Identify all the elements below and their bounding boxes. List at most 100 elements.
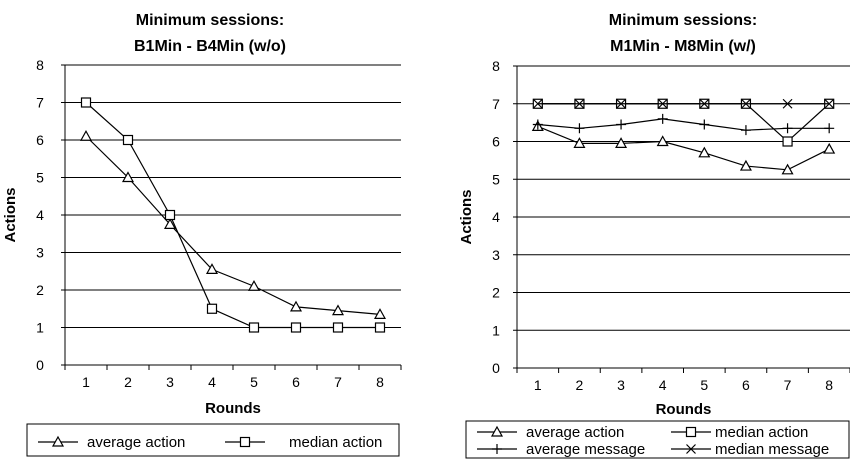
chart-b1min-b4min: Minimum sessions: B1Min - B4Min (w/o) 0 1 2 3… bbox=[2, 12, 402, 457]
x-tick-label: 4 bbox=[208, 374, 216, 390]
y-tick-label: 1 bbox=[492, 322, 500, 338]
data-point-median-action bbox=[80, 97, 92, 108]
x-tick-label: 6 bbox=[292, 374, 300, 390]
chart-m1min-m8min: Minimum sessions: M1Min - M8Min (w/) 0 1 2 3 4… bbox=[458, 12, 850, 459]
y-tick-label: 0 bbox=[36, 357, 44, 373]
data-point-median-message bbox=[657, 98, 668, 109]
data-point-median-action bbox=[164, 209, 176, 221]
y-tick-label: 4 bbox=[36, 207, 44, 223]
data-point-average-message bbox=[574, 123, 585, 134]
y-tick-label: 2 bbox=[492, 285, 500, 301]
data-point-median-action bbox=[248, 322, 260, 333]
data-point-median-action bbox=[782, 136, 793, 147]
legend: average action median action average messa… bbox=[465, 420, 850, 459]
data-point-median-message bbox=[741, 98, 751, 109]
data-point-average-action bbox=[698, 146, 711, 158]
x-tick-label: 3 bbox=[617, 377, 625, 393]
x-tick-label: 4 bbox=[659, 377, 667, 393]
legend-label-average-action: average action bbox=[87, 434, 185, 451]
legend-marker-average-message bbox=[492, 444, 502, 454]
series-median-action bbox=[80, 97, 386, 333]
x-tick-label: 1 bbox=[82, 374, 90, 390]
series-median-action bbox=[532, 98, 835, 147]
legend-label-median-message: median message bbox=[715, 441, 829, 458]
data-point-median-action bbox=[374, 322, 386, 333]
x-tick-label: 2 bbox=[576, 377, 584, 393]
y-tick-label: 3 bbox=[36, 245, 44, 261]
data-point-median-action bbox=[332, 322, 344, 333]
chart-title-line: B1Min - B4Min (w/o) bbox=[134, 38, 286, 55]
data-point-average-action bbox=[247, 280, 261, 291]
data-point-average-message bbox=[616, 119, 627, 130]
series-line-median-action bbox=[85, 102, 380, 329]
data-point-median-message bbox=[532, 98, 543, 109]
x-tick-label: 3 bbox=[166, 374, 174, 390]
data-point-average-action bbox=[781, 163, 794, 175]
legend-marker-median-action bbox=[685, 426, 697, 438]
y-tick-label: 0 bbox=[492, 360, 500, 376]
data-point-median-message bbox=[616, 98, 626, 109]
data-point-average-message bbox=[824, 123, 835, 134]
y-tick-label: 5 bbox=[36, 170, 44, 186]
series-line-average-action bbox=[85, 135, 381, 315]
y-tick-label: 7 bbox=[36, 95, 44, 111]
y-tick-label: 5 bbox=[492, 171, 500, 187]
data-point-average-action bbox=[121, 171, 135, 183]
data-point-median-message bbox=[782, 98, 793, 109]
y-axis-title: Actions bbox=[458, 189, 475, 244]
legend-marker-median-message bbox=[686, 444, 696, 454]
data-point-median-action bbox=[122, 134, 134, 146]
data-point-average-action bbox=[615, 137, 628, 148]
data-point-median-action bbox=[290, 322, 302, 333]
data-point-median-message bbox=[824, 98, 835, 109]
chart-title-line: M1Min - M8Min (w/) bbox=[610, 38, 756, 55]
chart-title-line: Minimum sessions: bbox=[609, 12, 757, 29]
legend-marker-average-action bbox=[490, 425, 504, 437]
series-average-action bbox=[531, 120, 836, 175]
legend-label-median-action: median action bbox=[715, 424, 808, 441]
data-point-average-action bbox=[289, 300, 303, 312]
x-tick-label: 1 bbox=[534, 377, 542, 393]
legend-marker-average-action bbox=[51, 435, 65, 447]
data-point-average-action bbox=[163, 218, 177, 229]
y-tick-label: 1 bbox=[36, 320, 44, 336]
data-point-average-message bbox=[740, 125, 751, 136]
data-point-average-action bbox=[331, 304, 345, 316]
data-point-average-action bbox=[205, 263, 219, 274]
data-point-median-action bbox=[206, 303, 218, 314]
legend-label-average-message: average message bbox=[526, 441, 645, 458]
series-median-message bbox=[532, 98, 835, 109]
series-line-average-action bbox=[537, 125, 830, 171]
legend-box bbox=[26, 423, 400, 457]
data-point-average-action bbox=[739, 159, 752, 171]
data-point-average-action bbox=[373, 308, 387, 319]
data-point-average-action bbox=[656, 135, 669, 147]
y-tick-label: 6 bbox=[492, 134, 500, 150]
x-tick-label: 2 bbox=[124, 374, 132, 390]
data-point-average-message bbox=[782, 123, 793, 134]
y-tick-label: 7 bbox=[492, 96, 500, 112]
x-tick-label: 5 bbox=[700, 377, 708, 393]
chart-title-line: Minimum sessions: bbox=[136, 12, 284, 29]
y-tick-label: 8 bbox=[492, 58, 500, 74]
legend-box bbox=[465, 420, 850, 459]
legend-label-median-action: median action bbox=[289, 434, 382, 451]
series-line-average-message bbox=[537, 118, 830, 131]
legend-label-average-action: average action bbox=[526, 424, 624, 441]
data-point-average-message bbox=[699, 119, 710, 130]
series-line-median-action bbox=[537, 103, 830, 143]
series-average-action bbox=[79, 130, 387, 319]
y-tick-label: 8 bbox=[36, 57, 44, 73]
data-point-median-message bbox=[699, 98, 710, 109]
x-tick-label: 7 bbox=[334, 374, 342, 390]
series-average-message bbox=[532, 113, 835, 136]
data-point-average-message bbox=[657, 113, 668, 124]
y-tick-label: 3 bbox=[492, 247, 500, 263]
data-point-average-action bbox=[573, 137, 586, 148]
data-point-average-action bbox=[823, 142, 836, 154]
data-point-median-message bbox=[574, 98, 585, 109]
y-tick-label: 4 bbox=[492, 209, 500, 225]
x-tick-label: 8 bbox=[825, 377, 833, 393]
x-tick-label: 5 bbox=[250, 374, 258, 390]
